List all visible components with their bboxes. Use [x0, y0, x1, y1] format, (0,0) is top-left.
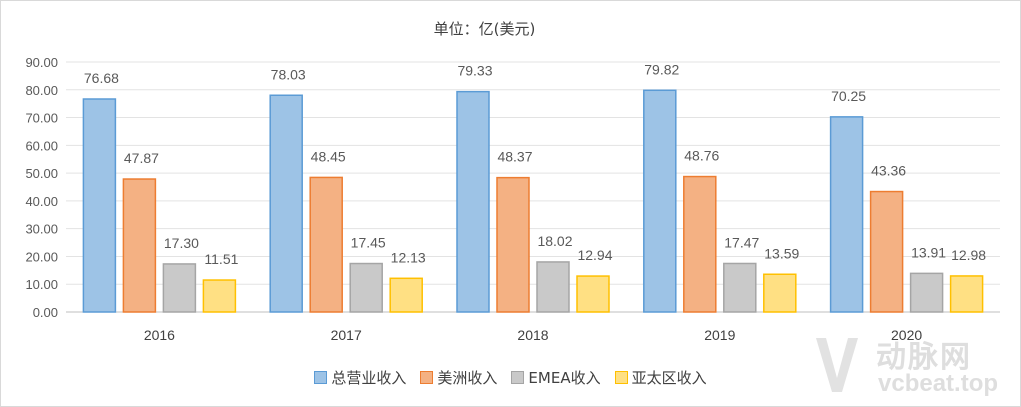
y-tick-label: 70.00: [25, 111, 58, 126]
x-tick-label: 2019: [704, 327, 735, 343]
x-tick-label: 2017: [331, 327, 362, 343]
bar: [389, 277, 423, 313]
y-tick-label: 0.00: [33, 305, 58, 320]
x-tick-label: 2020: [891, 327, 922, 343]
data-label: 76.68: [84, 70, 119, 86]
data-label: 48.37: [497, 149, 532, 165]
x-tick-label: 2016: [144, 327, 175, 343]
bar: [763, 273, 797, 313]
chart-title: 单位：亿(美元): [433, 20, 536, 38]
watermark-cn: 动脉网: [876, 340, 972, 375]
bar: [309, 176, 343, 313]
data-label: 70.25: [831, 88, 866, 104]
bar: [949, 275, 984, 313]
y-tick-label: 10.00: [25, 277, 58, 292]
legend-swatch-total: [314, 371, 328, 384]
bar: [82, 98, 117, 313]
watermark-logo-icon: [816, 338, 858, 392]
y-tick-label: 50.00: [25, 166, 58, 181]
legend: 总营业收入 美洲收入 EMEA收入 亚太区收入: [0, 367, 1021, 388]
data-label: 43.36: [871, 163, 906, 179]
legend-label-emea: EMEA收入: [528, 369, 601, 387]
bar: [349, 262, 383, 313]
bar: [269, 94, 303, 313]
data-label: 48.45: [311, 148, 346, 164]
y-axis-ticks: 0.00 10.00 20.00 30.00 40.00 50.00 60.00 70.00 8…: [25, 55, 58, 320]
y-tick-label: 60.00: [25, 138, 58, 153]
x-axis-ticks: 2016 2017 2018 2019 2020: [144, 327, 923, 343]
legend-swatch-apac: [614, 371, 628, 384]
data-label: 47.87: [124, 150, 159, 166]
bar: [723, 262, 757, 313]
y-tick-label: 20.00: [25, 249, 58, 264]
data-label: 13.59: [764, 245, 799, 261]
data-label: 13.91: [911, 244, 946, 260]
legend-label-total: 总营业收入: [331, 369, 407, 387]
legend-item-americas[interactable]: 美洲收入: [420, 367, 497, 388]
bar: [122, 178, 157, 313]
data-label: 12.13: [391, 249, 426, 265]
x-tick-label: 2018: [517, 327, 548, 343]
legend-item-apac[interactable]: 亚太区收入: [614, 367, 707, 388]
bar: [576, 275, 610, 313]
legend-label-americas: 美洲收入: [437, 369, 498, 387]
legend-item-emea[interactable]: EMEA收入: [511, 367, 601, 388]
data-label: 12.98: [951, 247, 986, 263]
bar: [456, 90, 490, 313]
legend-swatch-americas: [420, 371, 434, 384]
watermark: 动脉网 vcbeat.top: [808, 330, 1018, 402]
data-label: 17.30: [164, 235, 199, 251]
watermark-url: vcbeat.top: [878, 370, 999, 397]
y-tick-label: 40.00: [25, 194, 58, 209]
y-tick-label: 80.00: [25, 83, 58, 98]
legend-label-apac: 亚太区收入: [631, 369, 707, 387]
data-label: 12.94: [577, 247, 612, 263]
data-label: 48.76: [684, 148, 719, 164]
bar: [496, 176, 530, 313]
data-label: 17.47: [724, 234, 759, 250]
y-tick-label: 30.00: [25, 222, 58, 237]
data-label: 78.03: [271, 66, 306, 82]
bar: [683, 175, 717, 313]
bar: [829, 116, 864, 313]
bar: [643, 89, 677, 313]
bars: [82, 89, 984, 313]
legend-swatch-emea: [511, 371, 525, 384]
data-label: 17.45: [351, 235, 386, 251]
legend-item-total[interactable]: 总营业收入: [314, 367, 406, 388]
bar: [162, 263, 197, 313]
bar: [536, 261, 570, 313]
bar: [869, 190, 904, 313]
data-label: 18.02: [537, 233, 572, 249]
data-label: 79.33: [457, 63, 492, 79]
bar: [202, 279, 237, 313]
data-label: 11.51: [204, 251, 238, 267]
bar-chart: 0.00 10.00 20.00 30.00 40.00 50.00 60.00 70.00 8…: [25, 55, 1000, 343]
data-labels: 76.68 47.87 17.30 11.51 78.03 48.45 17.45 12.13…: [84, 61, 986, 267]
data-label: 79.82: [644, 61, 679, 77]
bar: [909, 272, 944, 313]
y-tick-label: 90.00: [25, 55, 58, 70]
